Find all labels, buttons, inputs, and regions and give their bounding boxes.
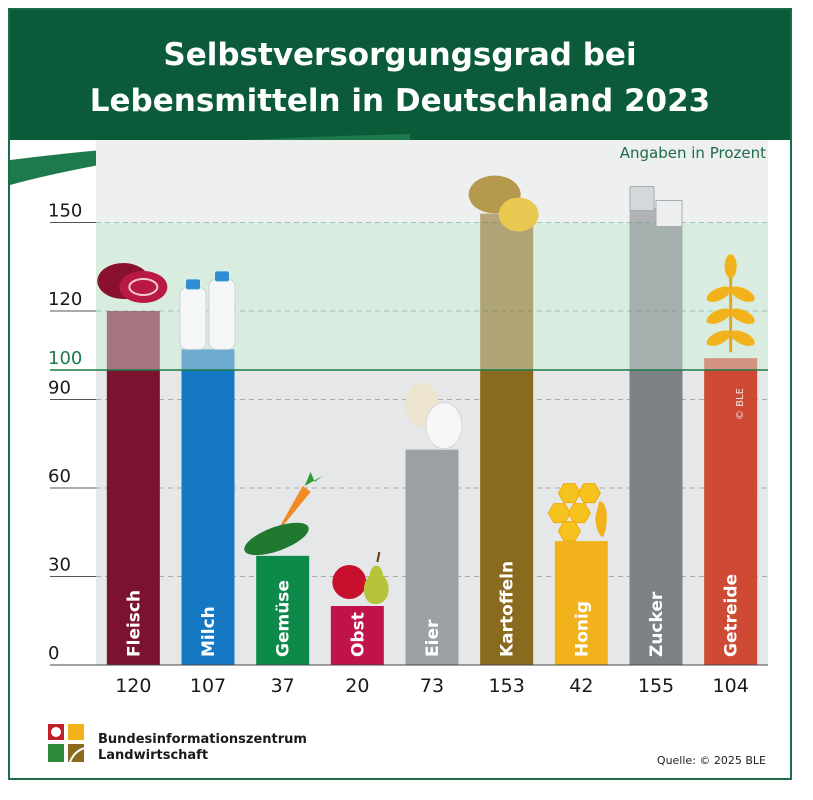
chart-title: Selbstversorgungsgrad bei Lebensmitteln … [10,32,790,124]
value-label: 153 [489,675,525,697]
org-name-line-2: Landwirtschaft [98,748,209,763]
value-label: 120 [115,675,151,697]
organization-name: Bundesinformationszentrum Landwirtschaft [98,732,307,764]
bar-zucker [629,370,683,665]
meat-icon [97,263,168,303]
y-tick-label: 150 [48,201,82,222]
wheat-icon [706,254,755,353]
value-label: 37 [271,675,295,697]
value-label: 73 [420,675,444,697]
copyright-mark: © BLE [735,388,746,420]
carrot-cucumber-icon [244,471,323,556]
title-line-1: Selbstversorgungsgrad bei [163,37,637,73]
honeycomb-icon [547,483,607,542]
category-label: Eier [423,619,443,657]
apple-pear-icon [332,551,389,604]
y-tick-label: 90 [48,378,71,399]
bar-fleisch [106,370,160,665]
bar-above-100-getreide [704,358,758,370]
category-label: Obst [348,612,368,657]
bar-above-100-milch [181,349,235,370]
y-tick-label: 60 [48,466,71,487]
title-line-2: Lebensmitteln in Deutschland 2023 [89,83,711,119]
org-name-line-1: Bundesinformationszentrum [98,732,307,747]
bar-kartoffeln [480,370,534,665]
value-label: 107 [190,675,226,697]
sugar-cubes-icon [629,186,683,227]
value-label: 155 [638,675,674,697]
bar-getreide [704,370,758,665]
category-label: Kartoffeln [498,561,518,657]
unit-label: Angaben in Prozent [619,144,766,162]
bar-eier [405,449,459,665]
source-note: Quelle: © 2025 BLE [656,754,766,767]
y-tick-label: 120 [48,289,82,310]
ble-logo-icon [46,722,86,766]
value-label: 104 [713,675,749,697]
bar-milch [181,370,235,665]
category-label: Honig [572,601,592,657]
potatoes-icon [468,175,539,232]
y-tick-label: 0 [48,643,59,664]
bar-obst [330,606,384,665]
reference-line-label: 100 [48,348,82,369]
value-label: 42 [569,675,593,697]
infographic-frame: Selbstversorgungsgrad bei Lebensmitteln … [8,8,792,780]
value-label: 20 [345,675,369,697]
bar-gemüse [256,555,310,665]
bar-above-100-kartoffeln [480,213,534,370]
category-label: Milch [199,606,219,657]
chart: 100 0 30 60 90 120 150 120 107 37 20 73 153 42 155 10… [10,134,768,697]
bar-above-100-fleisch [106,311,160,370]
category-label: Getreide [722,574,742,657]
bar-above-100-zucker [629,207,683,370]
bar-honig [554,541,608,665]
header-banner: Selbstversorgungsgrad bei Lebensmitteln … [10,10,790,140]
eggs-icon [405,382,463,450]
y-tick-label: 30 [48,555,71,576]
category-label: Gemüse [274,580,294,657]
category-label: Zucker [647,591,667,657]
category-label: Fleisch [124,590,144,657]
milk-bottles-icon [179,271,236,350]
